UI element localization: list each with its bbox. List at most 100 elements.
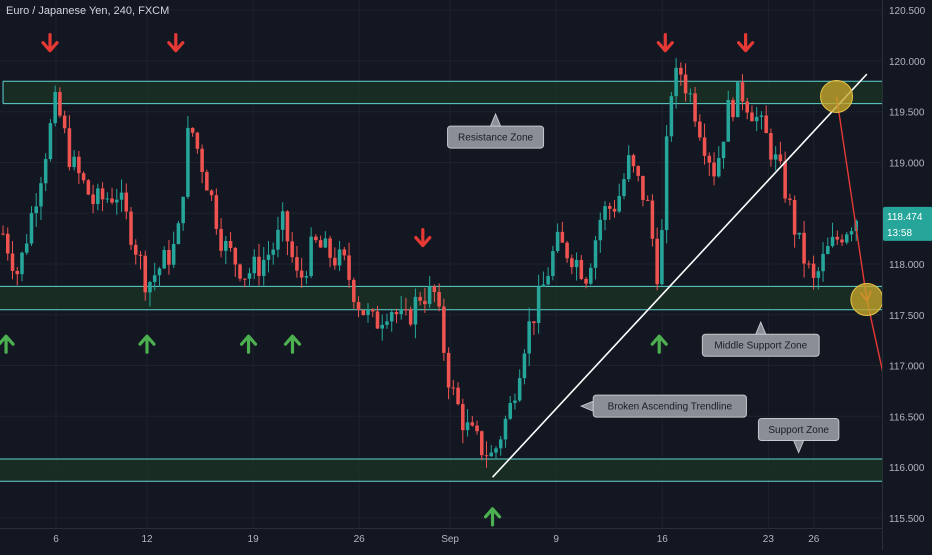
candle-body xyxy=(821,253,825,272)
candle-body xyxy=(442,306,446,353)
candle-body xyxy=(280,211,285,230)
candle-body xyxy=(726,99,731,142)
candle-body xyxy=(124,192,129,212)
candle-body xyxy=(129,211,133,245)
candle-body xyxy=(750,112,754,122)
candle-body xyxy=(664,136,669,231)
current-price-label: 118.474 xyxy=(887,212,923,223)
candle-body xyxy=(560,231,565,243)
candle-body xyxy=(200,148,204,172)
candle-body xyxy=(546,276,550,285)
candle-countdown-label: 13:58 xyxy=(887,228,912,239)
candle-body xyxy=(39,183,43,207)
candle-body xyxy=(224,240,228,251)
price-tick-label: 116.500 xyxy=(889,412,925,423)
candle-body xyxy=(247,273,252,279)
up-arrow-icon xyxy=(283,334,302,354)
candle-body xyxy=(72,156,76,168)
down-arrow-icon xyxy=(41,33,59,53)
candle-body xyxy=(456,387,460,405)
candle-body xyxy=(228,240,233,248)
price-tick-label: 117.500 xyxy=(889,311,925,322)
candle-body xyxy=(655,238,659,285)
candle-body xyxy=(304,276,309,278)
candle-body xyxy=(745,101,749,113)
candle-body xyxy=(679,67,683,75)
annotation-box xyxy=(701,333,820,357)
candle-body xyxy=(309,236,313,277)
candle-body xyxy=(702,137,707,156)
candle-body xyxy=(579,259,584,279)
candle-body xyxy=(617,196,622,212)
candle-body xyxy=(683,74,688,94)
current-price-badge xyxy=(883,206,932,241)
candle-body xyxy=(427,286,432,305)
candle-body xyxy=(797,232,802,235)
time-tick-label: 6 xyxy=(53,534,59,545)
candle-body xyxy=(404,309,408,311)
candle-body xyxy=(816,271,821,278)
candle-body xyxy=(446,352,451,388)
annotations-layer: Resistance Zone Middle Support Zone Broken… xyxy=(447,112,840,454)
candle-body xyxy=(323,238,328,248)
candle-body xyxy=(34,206,38,214)
up-arrow-icon xyxy=(650,334,668,354)
candle-body xyxy=(385,321,389,325)
candle-body xyxy=(299,270,304,278)
candle-body xyxy=(53,91,57,124)
candle-body xyxy=(243,278,247,280)
candle-body xyxy=(570,258,574,268)
annotation-box xyxy=(592,394,747,418)
candle-body xyxy=(356,302,361,311)
candle-body xyxy=(1,233,5,235)
zones-layer xyxy=(0,0,882,528)
candle-body xyxy=(541,284,546,287)
candle-body xyxy=(15,270,20,275)
candle-body xyxy=(389,312,394,322)
candle-body xyxy=(233,247,238,265)
candle-body xyxy=(352,279,356,303)
candle-body xyxy=(764,115,768,134)
candle-body xyxy=(693,93,697,122)
candle-body xyxy=(584,278,588,284)
candle-body xyxy=(498,439,503,449)
candle-body xyxy=(375,311,380,329)
candle-body xyxy=(508,402,512,419)
candle-body xyxy=(740,82,745,102)
drawings-layer xyxy=(491,73,922,489)
candle-body xyxy=(465,422,470,431)
candle-body xyxy=(475,425,479,432)
candle-body xyxy=(162,250,166,269)
candle-body xyxy=(731,99,735,118)
candle-body xyxy=(314,236,318,241)
annotation-callout: Middle Support Zone xyxy=(701,320,820,357)
time-tick-label: 9 xyxy=(553,534,559,545)
candle-body xyxy=(807,263,811,265)
candle-body xyxy=(290,241,294,258)
candle-body xyxy=(844,234,849,243)
candle-body xyxy=(513,400,517,403)
candle-body xyxy=(826,246,830,254)
candle-body xyxy=(669,96,674,137)
candle-body xyxy=(133,244,138,255)
price-tick-label: 120.500 xyxy=(889,6,926,17)
target-circle xyxy=(850,283,884,317)
candle-body xyxy=(802,232,806,264)
candle-body xyxy=(641,175,645,200)
down-arrow-icon xyxy=(414,228,432,248)
candle-body xyxy=(115,199,119,203)
candle-body xyxy=(461,404,465,431)
time-axis[interactable]: 6 12 19 26 Sep 9 16 23 26 xyxy=(0,528,882,550)
candle-body xyxy=(565,242,569,259)
candle-body xyxy=(494,448,498,453)
price-axis[interactable]: 115.500 116.000 116.500 117.000 117.500 118.0… xyxy=(882,0,932,550)
candle-body xyxy=(532,321,536,323)
target-circle xyxy=(820,79,854,113)
ascending-trendline xyxy=(491,73,868,478)
candle-body xyxy=(555,231,560,252)
annotation-pointer xyxy=(755,320,767,335)
candle-body xyxy=(6,233,10,254)
time-tick-label: 26 xyxy=(808,534,820,545)
candles-layer xyxy=(1,57,859,468)
